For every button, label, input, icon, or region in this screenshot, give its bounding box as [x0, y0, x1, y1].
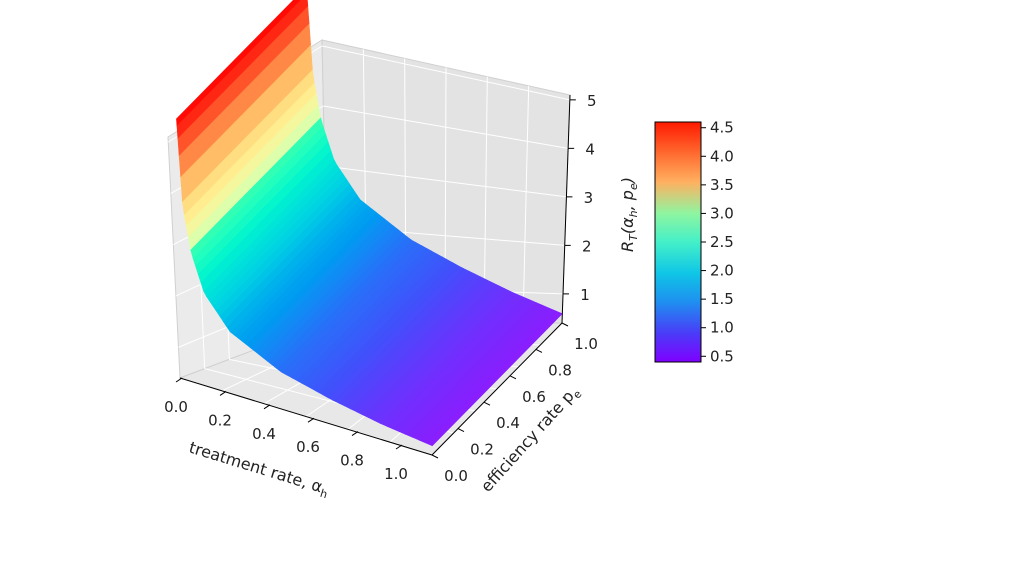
surface-strip: [176, 0, 301, 126]
x-tick: [219, 390, 227, 396]
x-tick-label: 0.4: [252, 425, 276, 443]
x-tick-label: 0.6: [296, 438, 320, 456]
y-tick: [457, 428, 465, 433]
x-tick: [307, 417, 315, 423]
x-tick-label: 0.0: [164, 398, 188, 416]
colorbar-tick-label: 3.0: [710, 204, 734, 222]
z-tick-label: 3: [584, 189, 594, 207]
colorbar-tick-label: 1.0: [710, 319, 734, 337]
y-tick-label: 0.0: [444, 467, 468, 485]
x-tick: [263, 404, 271, 410]
x-tick-label: 0.8: [340, 452, 364, 470]
colorbar-ticks: 0.5 1.0 1.5 2.0 2.5 3.0 3.5 4.0 4.5: [701, 119, 734, 365]
y-tick-label: 1.0: [574, 335, 598, 353]
grid-line: [522, 85, 530, 323]
colorbar-tick-label: 3.5: [710, 176, 734, 194]
colorbar-tick-label: 1.5: [710, 290, 734, 308]
grid-line: [323, 105, 569, 149]
surface: [176, 0, 563, 447]
z-axis-line: [561, 94, 571, 324]
y-tick: [509, 375, 517, 380]
colorbar-tick-label: 2.5: [710, 233, 734, 251]
x-tick-label: 1.0: [384, 465, 408, 483]
y-tick-label: 0.4: [496, 414, 520, 432]
x-tick: [175, 377, 183, 383]
x-tick-label: 0.2: [208, 411, 232, 429]
colorbar: 0.5 1.0 1.5 2.0 2.5 3.0 3.5 4.0 4.5 RT(αh, pe): [618, 119, 734, 366]
z-tick-label: 2: [582, 237, 592, 255]
z-ticks: 1 2 3 4 5: [563, 92, 597, 304]
colorbar-tick-label: 4.0: [710, 147, 734, 165]
y-tick-label: 0.6: [522, 388, 546, 406]
x-tick: [351, 431, 359, 437]
y-tick: [483, 401, 491, 406]
x-ticks: 0.0 0.2 0.4 0.6 0.8 1.0: [164, 377, 408, 483]
axis-lines: [179, 94, 571, 456]
grid-line: [324, 165, 567, 198]
y-tick: [561, 322, 569, 327]
z-tick-label: 5: [587, 92, 597, 110]
x-tick: [395, 444, 403, 450]
z-tick-label: 4: [585, 140, 595, 158]
y-tick: [535, 348, 543, 353]
grid-line: [322, 45, 570, 101]
colorbar-tick-label: 2.0: [710, 262, 734, 280]
y-tick-label: 0.8: [548, 361, 572, 379]
y-ticks: 0.00.20.40.60.81.0: [431, 322, 598, 485]
colorbar-tick-label: 4.5: [710, 119, 734, 137]
z-tick-label: 1: [580, 286, 590, 304]
colorbar-fill: [654, 121, 702, 363]
y-tick: [431, 454, 439, 459]
colorbar-label: RT(αh, pe): [618, 177, 640, 252]
colorbar-tick-label: 0.5: [710, 347, 734, 365]
y-tick-label: 0.2: [470, 441, 494, 459]
y-axis-line: [431, 322, 563, 456]
x-axis-line: [179, 377, 433, 456]
